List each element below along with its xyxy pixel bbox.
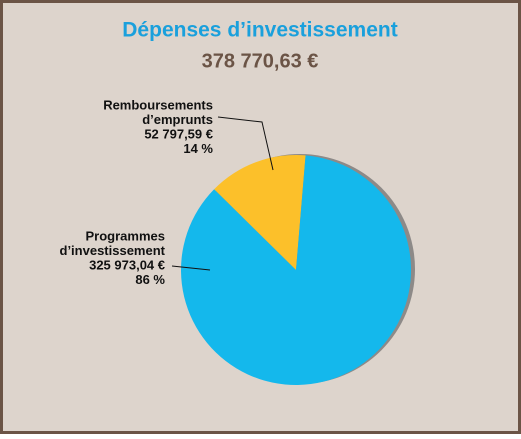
pie bbox=[180, 154, 415, 386]
percentage-label: 86 % bbox=[135, 272, 165, 287]
chart-title: Dépenses d’investissement bbox=[122, 19, 397, 42]
value-label: 52 797,59 € bbox=[144, 126, 213, 141]
percentage-label: 14 % bbox=[183, 141, 213, 156]
slice-label: Programmes bbox=[86, 228, 165, 243]
slice-label: d’emprunts bbox=[142, 112, 213, 127]
slice-label: Remboursements bbox=[103, 97, 213, 112]
leader-line bbox=[217, 116, 274, 171]
slice-label: d’investissement bbox=[60, 243, 166, 258]
pie-slice bbox=[214, 155, 306, 270]
pie-slice bbox=[180, 155, 411, 386]
value-label: 325 973,04 € bbox=[89, 257, 165, 272]
leader-line bbox=[171, 265, 211, 271]
total-label: 378 770,63 € bbox=[202, 50, 319, 72]
